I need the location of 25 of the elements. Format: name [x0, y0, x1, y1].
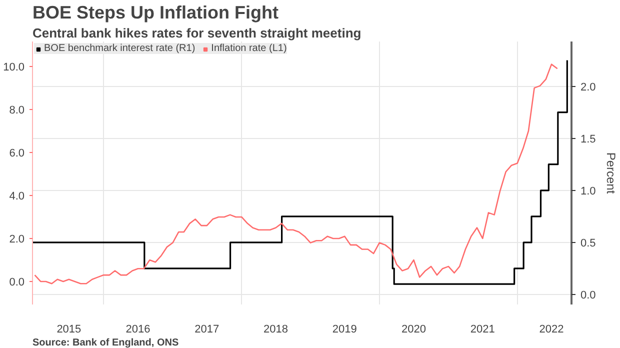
x-tick-label: 2015: [56, 324, 82, 336]
x-tick-label: 2018: [264, 324, 288, 336]
x-tick-label: 2020: [401, 324, 426, 336]
y-tick-label: 10.0: [3, 61, 25, 74]
y-tick-label: 8.0: [9, 104, 25, 116]
chart-subtitle: Central bank hikes rates for seventh straight meeting: [32, 26, 362, 40]
y-tick-label: 2.0: [9, 233, 25, 246]
y2-tick-label: 0.0: [580, 290, 596, 302]
y2-tick-label: 0.5: [580, 237, 596, 250]
legend-label: BOE benchmark interest rate (R1): [44, 43, 196, 54]
legend-label: Inflation rate (L1): [211, 43, 287, 54]
y-tick-label: 6.0: [9, 147, 25, 160]
y2-axis-title: Percent: [604, 152, 618, 194]
y-tick-label: 0.0: [9, 276, 25, 288]
y2-tick-label: 1.0: [580, 185, 596, 198]
y2-tick-label: 2.0: [580, 81, 596, 94]
x-tick-label: 2017: [194, 324, 220, 336]
chart-title: BOE Steps Up Inflation Fight: [32, 2, 278, 22]
x-tick-label: 2022: [539, 324, 564, 336]
source-note: Source: Bank of England, ONS: [32, 338, 179, 348]
x-tick-label: 2016: [126, 324, 150, 336]
x-tick-label: 2021: [470, 324, 495, 336]
y2-tick-label: 1.5: [580, 133, 596, 146]
x-tick-label: 2019: [332, 324, 357, 336]
y-tick-label: 4.0: [9, 190, 25, 202]
